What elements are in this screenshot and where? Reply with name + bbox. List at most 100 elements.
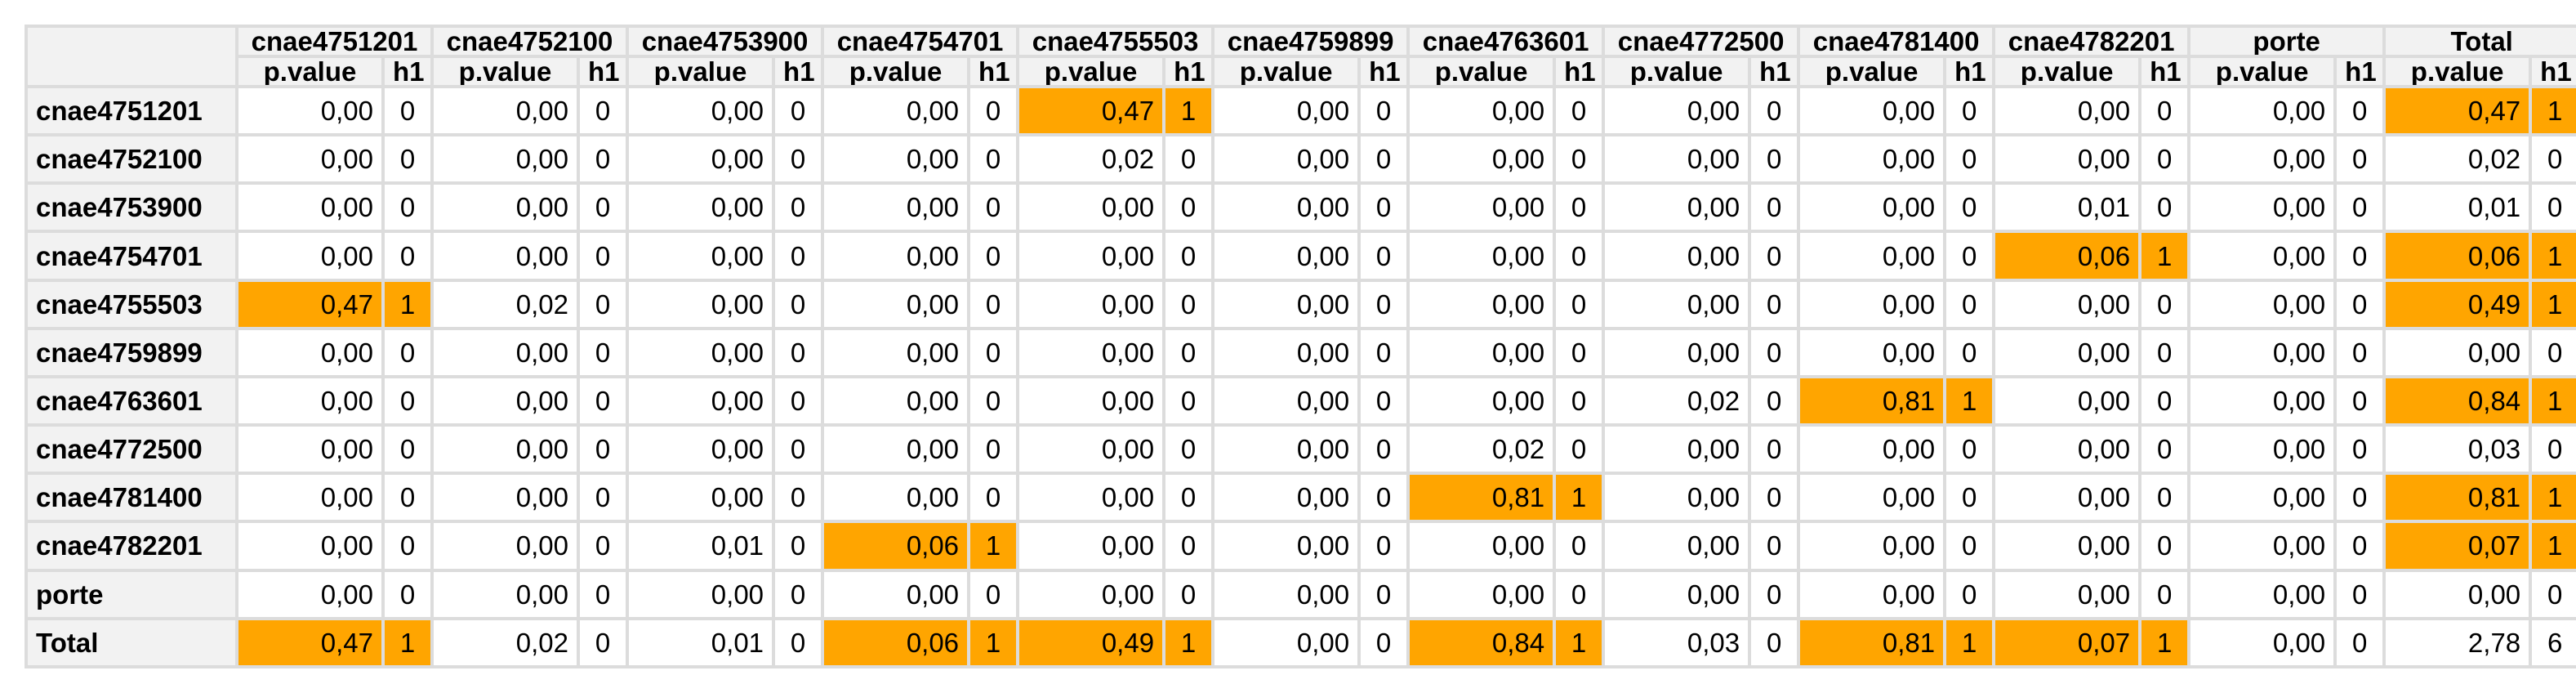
column-group-header: cnae4755503 — [1016, 25, 1215, 58]
pvalue-cell: 0,00 — [2187, 133, 2338, 186]
pvalue-cell: 0,07 — [2382, 520, 2533, 572]
pvalue-subheader: p.value — [2187, 55, 2338, 88]
pvalue-cell: 0,00 — [430, 374, 581, 427]
h1-cell: 0 — [2333, 230, 2387, 282]
pvalue-subheader: p.value — [1602, 55, 1752, 88]
h1-cell: 0 — [772, 133, 825, 186]
h1-cell: 0 — [1553, 568, 1606, 620]
h1-cell: 0 — [1162, 230, 1215, 282]
column-group-header: cnae4781400 — [1797, 25, 1996, 58]
pvalue-cell: 0,00 — [1406, 84, 1557, 137]
pvalue-cell: 0,00 — [1211, 326, 1362, 378]
h1-cell: 0 — [381, 520, 435, 572]
h1-subheader: h1 — [577, 55, 630, 88]
h1-cell: 0 — [577, 278, 630, 330]
column-group-header: cnae4759899 — [1211, 25, 1411, 58]
h1-cell: 1 — [1553, 616, 1606, 669]
h1-cell: 0 — [1553, 278, 1606, 330]
column-group-header: cnae4754701 — [821, 25, 1020, 58]
pvalue-cell: 0,00 — [1797, 423, 1947, 476]
pvalue-cell: 0,49 — [1016, 616, 1166, 669]
row-label: cnae4755503 — [25, 278, 238, 330]
h1-cell: 0 — [2333, 374, 2387, 427]
h1-cell: 1 — [967, 520, 1020, 572]
h1-cell: 0 — [2138, 181, 2191, 234]
h1-cell: 1 — [381, 616, 435, 669]
pvalue-cell: 0,00 — [1211, 84, 1362, 137]
column-group-header: cnae4772500 — [1602, 25, 1801, 58]
h1-cell: 0 — [1357, 278, 1411, 330]
pvalue-cell: 0,00 — [1797, 181, 1947, 234]
pvalue-cell: 0,00 — [1797, 278, 1947, 330]
h1-cell: 1 — [2529, 472, 2576, 524]
h1-cell: 0 — [2333, 616, 2387, 669]
h1-cell: 0 — [577, 616, 630, 669]
pvalue-cell: 0,00 — [1406, 374, 1557, 427]
pvalue-cell: 0,00 — [1992, 472, 2142, 524]
row-label: cnae4782201 — [25, 520, 238, 572]
row-label: cnae4753900 — [25, 181, 238, 234]
h1-cell: 0 — [772, 423, 825, 476]
h1-cell: 0 — [1553, 181, 1606, 234]
h1-cell: 1 — [2138, 230, 2191, 282]
h1-subheader: h1 — [967, 55, 1020, 88]
pvalue-cell: 0,00 — [626, 84, 776, 137]
pvalue-cell: 0,00 — [1016, 230, 1166, 282]
pvalue-cell: 0,00 — [821, 230, 971, 282]
h1-cell: 0 — [577, 326, 630, 378]
h1-cell: 0 — [381, 230, 435, 282]
h1-cell: 0 — [1748, 568, 1801, 620]
h1-cell: 0 — [577, 568, 630, 620]
h1-cell: 0 — [772, 181, 825, 234]
h1-cell: 0 — [2138, 278, 2191, 330]
pvalue-cell: 0,00 — [1406, 230, 1557, 282]
pvalue-cell: 0,00 — [821, 374, 971, 427]
column-group-header: Total — [2382, 25, 2576, 58]
h1-cell: 0 — [577, 472, 630, 524]
h1-cell: 0 — [1162, 181, 1215, 234]
row-label: cnae4752100 — [25, 133, 238, 186]
pvalue-cell: 0,00 — [2187, 326, 2338, 378]
pvalue-cell: 0,00 — [1602, 568, 1752, 620]
table-row: cnae4759899 0,00 0 0,00 0 0,00 0 0,00 0 0,00 0 0,00… — [25, 326, 2576, 378]
h1-cell: 1 — [1943, 616, 1996, 669]
pvalue-cell: 0,00 — [626, 423, 776, 476]
pvalue-cell: 0,00 — [1992, 84, 2142, 137]
table-row: cnae4753900 0,00 0 0,00 0 0,00 0 0,00 0 0,00 0 0,00… — [25, 181, 2576, 234]
pvalue-cell: 0,00 — [1992, 278, 2142, 330]
h1-cell: 1 — [2529, 230, 2576, 282]
pvalue-cell: 0,00 — [2187, 472, 2338, 524]
h1-cell: 0 — [2529, 133, 2576, 186]
h1-cell: 0 — [577, 181, 630, 234]
h1-cell: 0 — [1748, 84, 1801, 137]
pvalue-cell: 0,00 — [2187, 423, 2338, 476]
h1-cell: 0 — [1943, 278, 1996, 330]
pvalue-cell: 0,00 — [1211, 568, 1362, 620]
pvalue-cell: 0,03 — [2382, 423, 2533, 476]
pvalue-cell: 0,00 — [821, 278, 971, 330]
h1-cell: 0 — [381, 568, 435, 620]
pvalue-cell: 0,00 — [626, 326, 776, 378]
h1-cell: 0 — [2138, 520, 2191, 572]
pvalue-cell: 0,00 — [1992, 374, 2142, 427]
corner-header-cell — [25, 25, 238, 88]
pvalue-cell: 0,00 — [430, 472, 581, 524]
pvalue-cell: 0,00 — [821, 133, 971, 186]
h1-cell: 0 — [1162, 520, 1215, 572]
h1-subheader: h1 — [2138, 55, 2191, 88]
pvalue-cell: 0,00 — [626, 230, 776, 282]
pvalue-cell: 0,00 — [1797, 326, 1947, 378]
column-subheader-row: p.value h1 p.value h1 p.value h1 p.value h1 p.va… — [26, 55, 2576, 88]
pvalue-cell: 0,01 — [626, 520, 776, 572]
pvalue-cell: 0,02 — [1602, 374, 1752, 427]
h1-cell: 0 — [1748, 326, 1801, 378]
column-group-header: cnae4753900 — [626, 25, 825, 58]
pvalue-cell: 0,00 — [1602, 230, 1752, 282]
pvalue-cell: 0,00 — [2382, 326, 2533, 378]
pvalue-subheader: p.value — [626, 55, 776, 88]
pvalue-subheader: p.value — [235, 55, 385, 88]
pvalue-cell: 0,00 — [235, 181, 385, 234]
pvalue-cell: 0,00 — [626, 472, 776, 524]
h1-cell: 0 — [1748, 230, 1801, 282]
column-group-header: porte — [2187, 25, 2387, 58]
